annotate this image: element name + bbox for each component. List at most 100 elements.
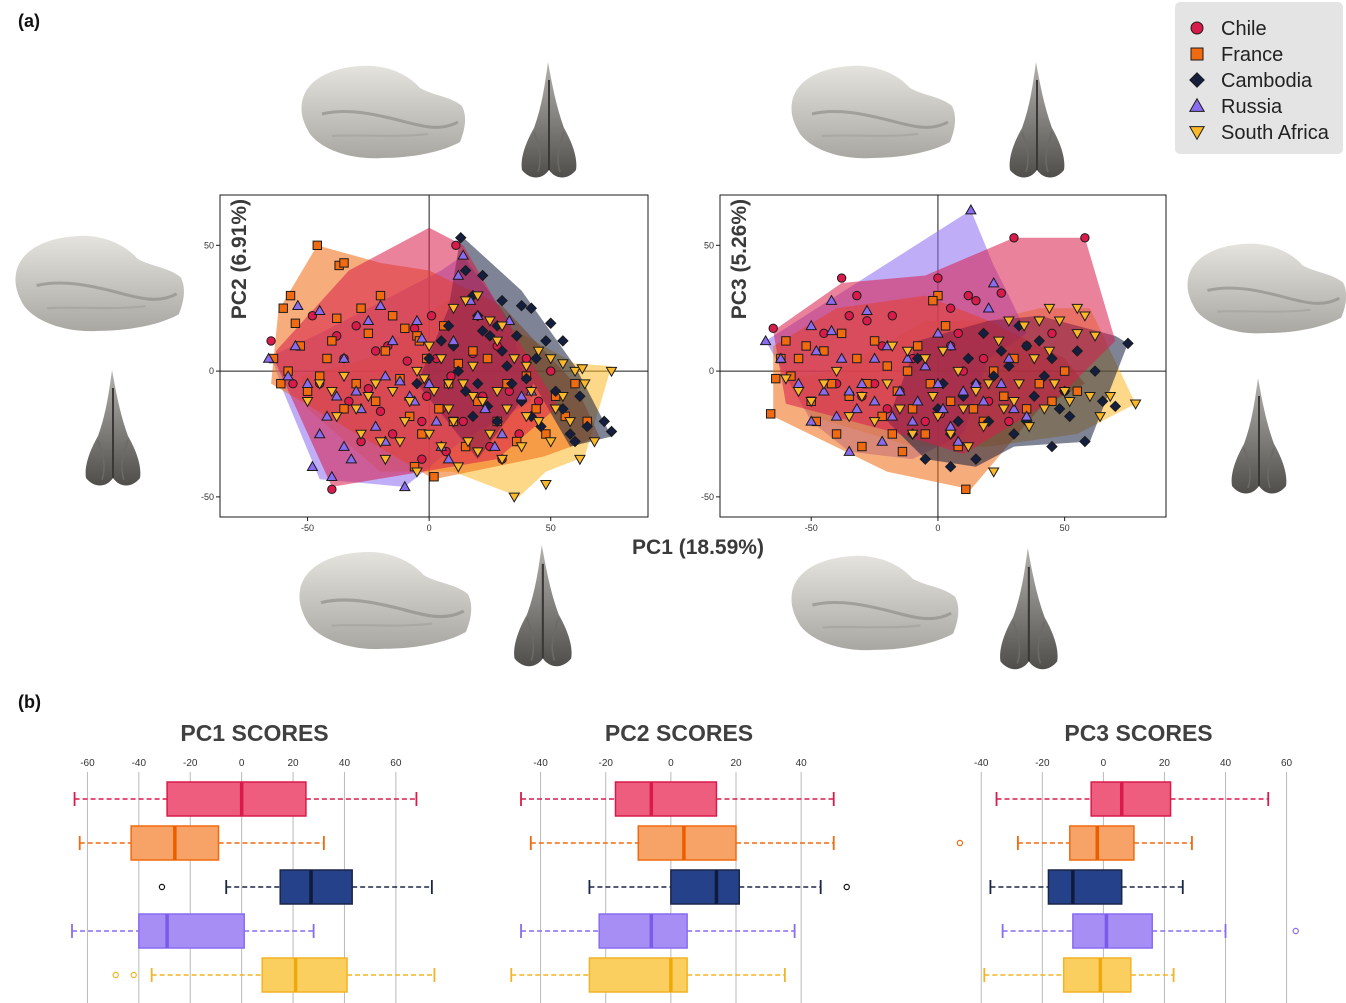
pc2-scatter-point-russia-18 [394, 375, 406, 386]
pc3-scatter-point-south-africa-36 [1058, 386, 1071, 398]
pc2-scatter-point-russia-35 [515, 390, 528, 401]
pc3-scatter-point-south-africa-34 [1048, 379, 1061, 390]
pc3-scatter-point-france-40 [1059, 366, 1070, 376]
pc2-scatter-point-russia-26 [442, 453, 455, 464]
pc2-scatter-point-south-africa-17 [423, 429, 436, 441]
legend: Chile France Cambodia Russia South Africa [1175, 2, 1343, 154]
pc3-scatter-point-cambodia-9 [977, 327, 990, 340]
pc1-box-tick-label--60: -60 [80, 758, 95, 769]
pc3-box-chile-box [1090, 781, 1172, 817]
pc3-scatter-point-russia-11 [856, 377, 868, 388]
pc2-scatter-point-france-37 [482, 353, 493, 364]
pc3-scatter-point-russia-6 [825, 294, 838, 305]
pc3-scatter-plot-frame [719, 194, 1167, 518]
pc2-scatter-point-russia-28 [457, 249, 470, 260]
shape-render-top-right [789, 61, 1066, 179]
pc2-scatter-point-south-africa-5 [350, 404, 363, 415]
pc2-box-title: PC2 SCORES [605, 720, 753, 746]
pc3-scatter-point-russia-35 [1020, 410, 1033, 421]
pc3-scatter-point-france-22 [907, 404, 918, 414]
pc3-scatter-point-south-africa-21 [982, 379, 995, 390]
pc2-scatter-point-cambodia-16 [510, 330, 523, 342]
pc3-scatter-point-south-africa-47 [886, 341, 899, 352]
pc2-scatter-point-south-africa-32 [508, 492, 521, 503]
pc3-scatter-point-russia-10 [850, 402, 863, 414]
pc2-scatter-point-cambodia-39 [423, 352, 435, 365]
pc3-scatter-point-chile-3 [862, 316, 872, 326]
pc3-scatter-point-south-africa-41 [1089, 331, 1101, 342]
pc2-scatter-point-south-africa-23 [457, 379, 470, 390]
shared-x-axis-label: PC1 (18.59%) [632, 536, 764, 559]
pc2-scatter-x-tick-label-0: 0 [427, 523, 432, 533]
pc3-scatter-point-south-africa-35 [1053, 316, 1066, 327]
pc3-scatter-point-france-9 [831, 429, 842, 439]
pc3-scatter-point-russia-21 [919, 360, 932, 371]
pc2-scatter-point-chile-16 [402, 356, 412, 366]
pc3-scatter-point-russia-5 [817, 385, 830, 396]
pc2-scatter-point-russia-38 [313, 304, 326, 315]
pc3-scatter-point-cambodia-10 [982, 415, 995, 428]
pc3-scatter-point-chile-32 [978, 353, 989, 364]
pc2-scatter-point-france-35 [468, 346, 478, 356]
pc3-scatter-point-cambodia-16 [1028, 390, 1040, 402]
pc2-scatter-y-tick-label-50: 50 [204, 240, 214, 250]
pc3-scatter-point-chile-17 [971, 295, 981, 306]
pc2-scatter-point-south-africa-3 [330, 412, 343, 423]
pc2-scatter-point-south-africa-43 [574, 454, 586, 466]
pc3-scatter-point-france-28 [940, 321, 951, 331]
pc2-scatter-point-south-africa-42 [569, 366, 581, 378]
pc3-scatter-point-russia-20 [911, 395, 924, 406]
pc3-scatter-point-south-africa-31 [1033, 316, 1046, 327]
pc3-scatter-point-chile-20 [1004, 416, 1014, 427]
legend-label-cambodia: Cambodia [1221, 70, 1313, 92]
pc2-scatter-point-south-africa-35 [525, 386, 538, 398]
pc3-scatter-point-russia-31 [987, 276, 1000, 288]
pc2-scatter-point-south-africa-8 [369, 379, 382, 390]
pc2-scatter-point-russia-19 [398, 480, 411, 492]
pc2-scatter-point-france-42 [531, 404, 541, 414]
pc3-scatter-point-south-africa-26 [1008, 397, 1020, 408]
pc2-scatter-point-south-africa-57 [556, 359, 569, 370]
pc2-box-tick-label-0: 0 [668, 758, 674, 769]
pc3-scatter-point-south-africa-18 [962, 442, 975, 453]
pc3-scatter-y-axis-label: PC3 (5.26%) [728, 199, 751, 319]
pc3-scatter-point-south-africa-2 [805, 397, 818, 408]
pc3-scatter-point-south-africa-45 [1043, 303, 1056, 315]
pc2-box-cambodia-box [670, 869, 741, 905]
pc2-scatter-point-russia-1 [282, 370, 294, 381]
pc3-scatter-point-chile-2 [852, 290, 862, 301]
shape-render-bottom-right [789, 546, 1059, 671]
pc3-scatter-point-cambodia-33 [952, 415, 964, 428]
pc3-box-tick-label-20: 20 [1159, 758, 1171, 769]
pc2-scatter-point-chile-27 [458, 416, 468, 427]
pc2-scatter-point-cambodia-27 [574, 390, 586, 402]
pc2-scatter-point-south-africa-24 [462, 437, 474, 448]
pc2-scatter-point-russia-6 [321, 410, 333, 421]
pc3-scatter-point-chile-13 [945, 303, 956, 313]
pc3-scatter-point-cambodia-23 [1071, 345, 1084, 357]
pc2-scatter-x-tick-label-50: 50 [546, 523, 556, 533]
shape-render-left [13, 234, 186, 487]
pc2-scatter-point-south-africa-62 [467, 361, 479, 373]
pc1-box-tick-label--40: -40 [132, 758, 147, 769]
pc2-scatter-point-chile-26 [451, 240, 461, 251]
pc3-scatter-point-france-35 [999, 391, 1009, 401]
pc2-scatter-point-cambodia-0 [455, 232, 467, 244]
pc3-scatter-point-cambodia-27 [1109, 400, 1122, 413]
pc3-scatter-point-cambodia-13 [1008, 428, 1020, 440]
pc3-scatter-point-russia-30 [982, 302, 995, 313]
pc3-box-south-africa-box [1062, 957, 1132, 993]
pc2-scatter-point-south-africa-46 [605, 366, 618, 378]
pc2-scatter-point-russia-22 [415, 332, 428, 343]
pc3-scatter-point-south-africa-46 [1071, 303, 1084, 315]
legend-marker-cambodia [1189, 72, 1205, 88]
pc2-scatter-point-chile-21 [426, 311, 437, 321]
pc1-box-tick-label-60: 60 [390, 758, 402, 769]
pc3-scatter-point-cambodia-17 [1033, 335, 1046, 347]
pc3-scatter-point-chile-12 [933, 273, 943, 283]
pc3-scatter-point-south-africa-37 [1063, 397, 1076, 408]
pc2-scatter-point-cambodia-41 [442, 320, 455, 332]
pc2-scatter-point-cambodia-6 [557, 335, 569, 347]
pc3-scatter-point-south-africa-15 [944, 429, 957, 441]
boxplot-pc1: PC1 SCORES -60 -40 -20 0 20 40 60 [71, 720, 436, 1003]
